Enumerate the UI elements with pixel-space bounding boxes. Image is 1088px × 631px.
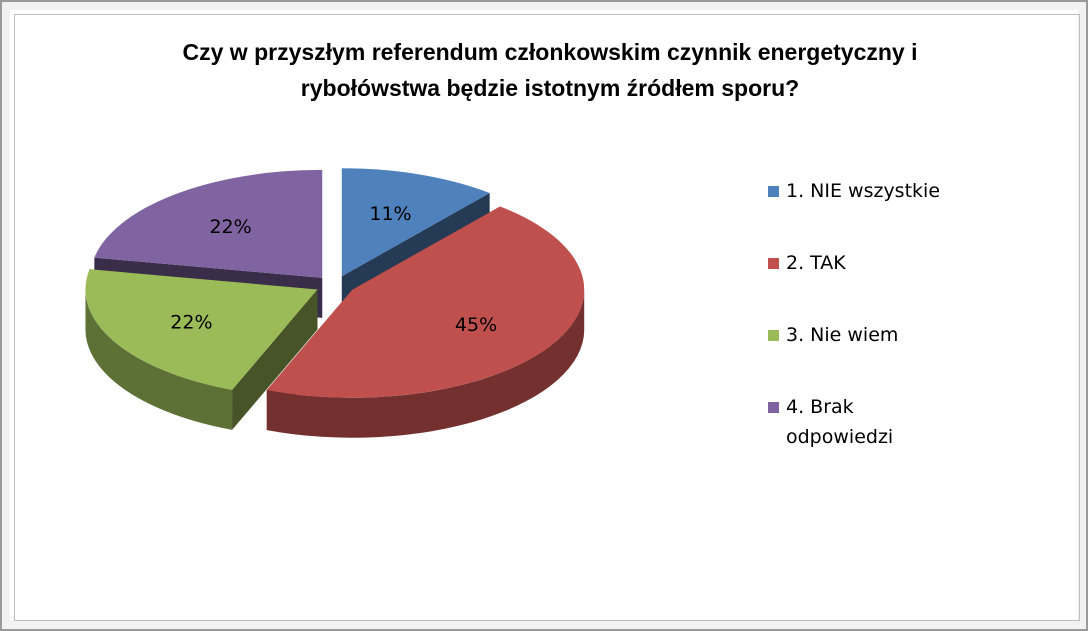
legend-label: 3. Nie wiem: [786, 324, 899, 346]
slice: [94, 169, 323, 278]
slice: [266, 206, 585, 398]
legend-label: 2. TAK: [786, 252, 846, 274]
slice-side: [85, 289, 233, 430]
slice: [341, 168, 490, 277]
data-label: 22%: [209, 216, 251, 238]
data-label: 11%: [369, 203, 411, 225]
chart-area: [14, 14, 1080, 621]
chart-title: Czy w przyszłym referendum członkowskim …: [182, 39, 918, 101]
legend-swatch: [768, 186, 779, 197]
slice: [85, 269, 318, 390]
legend-item: 4. Brak odpowiedzi: [768, 392, 968, 452]
legend-label: 4. Brak odpowiedzi: [786, 396, 894, 448]
legend-swatch: [768, 258, 779, 269]
legend-swatch: [768, 330, 779, 341]
data-label: 45%: [455, 314, 497, 336]
data-label: 22%: [170, 312, 212, 334]
slice-side: [266, 289, 585, 438]
legend-item: 1. NIE wszystkie: [768, 176, 968, 206]
legend-item: 3. Nie wiem: [768, 320, 968, 350]
legend-swatch: [768, 402, 779, 413]
legend-label: 1. NIE wszystkie: [786, 180, 941, 202]
legend-item: 2. TAK: [768, 248, 968, 278]
